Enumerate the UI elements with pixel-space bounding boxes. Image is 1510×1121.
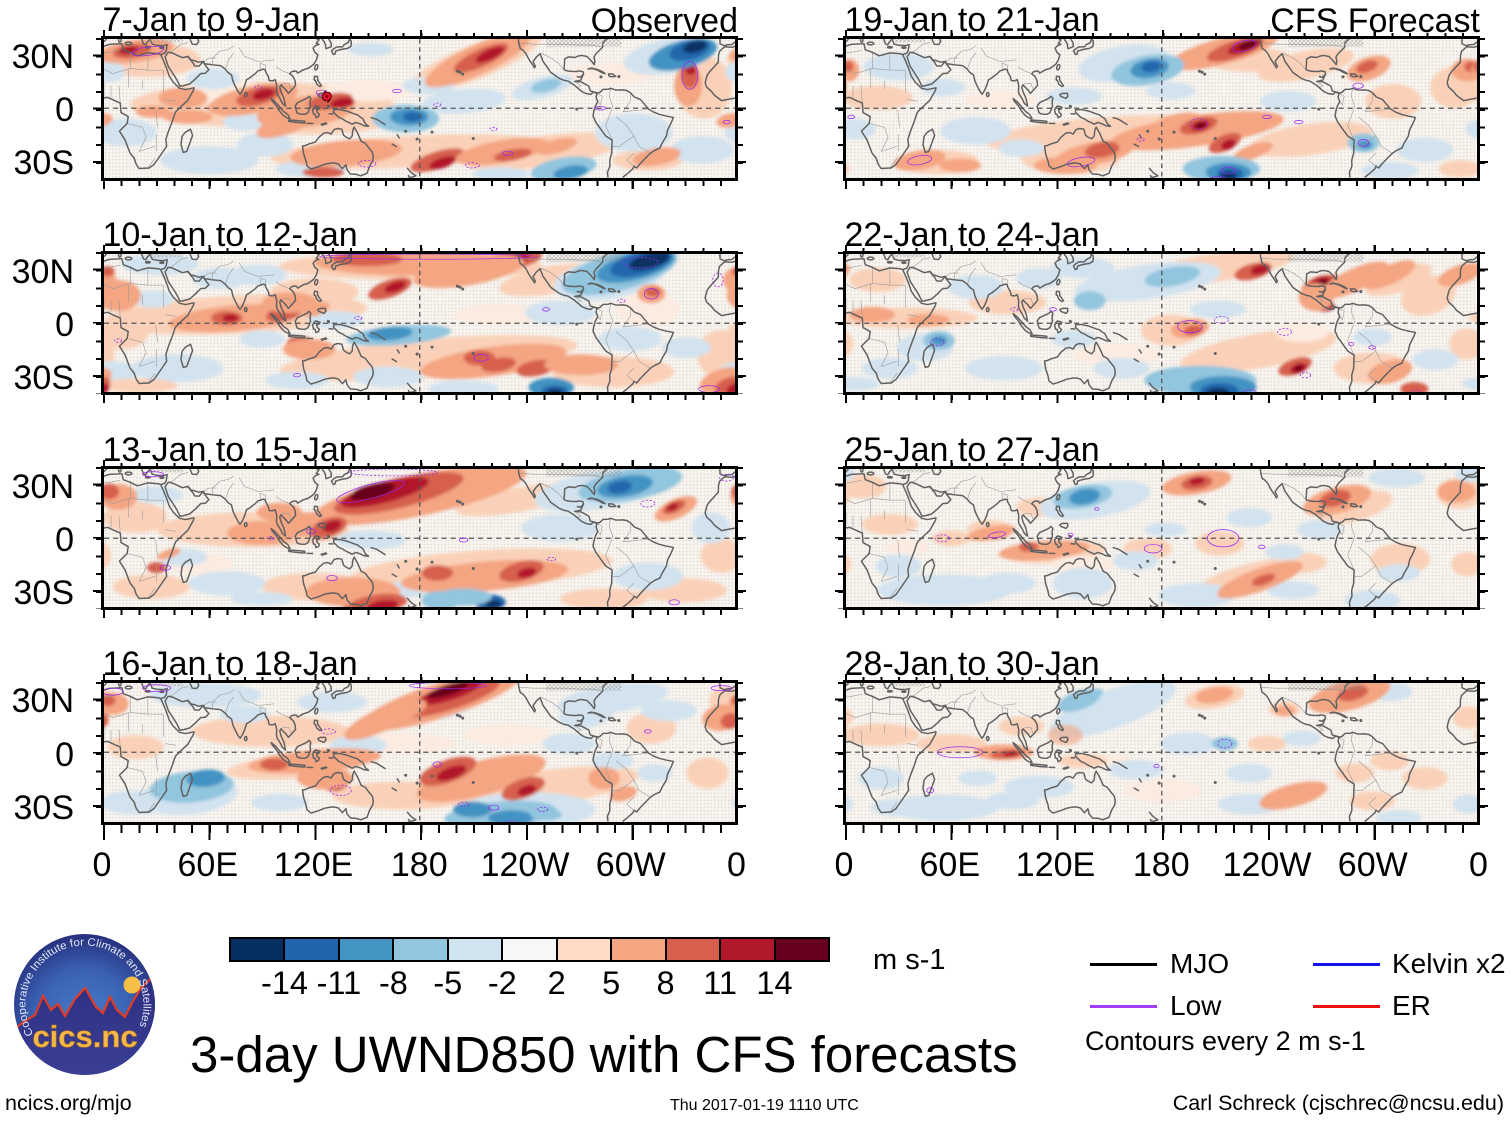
svg-text:cics.nc: cics.nc bbox=[32, 1019, 137, 1054]
